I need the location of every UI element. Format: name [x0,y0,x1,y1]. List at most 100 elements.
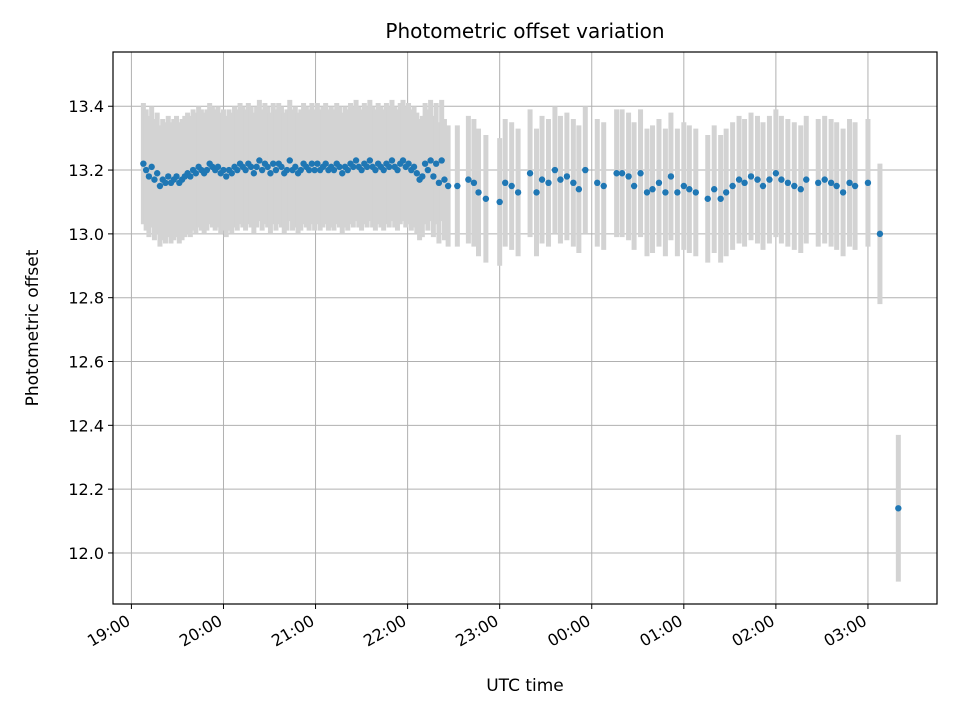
data-point [192,170,200,177]
data-point [297,166,305,174]
data-point [508,182,515,190]
data-point [570,179,577,187]
data-point [833,182,840,190]
data-point [258,166,266,174]
data-point [165,173,172,180]
chart-title: Photometric offset variation [385,19,664,43]
data-point [667,173,675,180]
y-tick-label: 12.4 [68,416,104,435]
data-point [424,166,432,174]
data-point [253,163,260,171]
data-point [538,176,546,183]
data-point [410,163,418,171]
data-point [283,166,291,174]
data-point [803,176,810,183]
data-point [203,166,211,174]
data-point [173,173,180,180]
data-point [876,230,884,238]
data-point [308,160,316,167]
data-point [759,182,767,190]
data-point [363,163,371,171]
data-point [314,160,321,167]
data-point [722,189,730,196]
data-point [692,189,699,196]
data-point [278,163,285,171]
data-point [514,189,522,196]
data-point [444,182,452,190]
data-point [895,505,902,512]
data-point [427,157,434,164]
data-point [766,176,773,183]
data-point [145,173,153,180]
data-point [405,160,412,167]
data-point [729,182,736,190]
data-point [330,166,338,174]
data-point [496,198,503,206]
data-point [594,179,601,187]
data-point [454,182,461,190]
data-point [153,170,161,177]
data-point [187,173,194,180]
data-point [846,179,853,187]
data-point [366,157,374,164]
data-point [286,157,293,164]
data-point [292,163,299,171]
data-point [754,176,761,183]
data-point [388,157,396,164]
data-point [482,195,490,202]
data-point [430,173,437,180]
data-point [465,176,472,183]
data-point [649,186,656,193]
data-point [741,179,748,187]
data-point [339,170,346,177]
data-point [545,179,552,187]
x-axis-label: UTC time [486,676,564,696]
data-point [613,170,620,177]
data-point [156,182,164,190]
data-point [637,170,644,177]
y-tick-label: 13.0 [68,225,104,244]
data-point [220,166,227,174]
data-point [250,170,258,177]
data-point [151,176,158,183]
data-point [643,189,651,196]
data-point [704,195,711,202]
data-point [563,173,571,180]
data-point [419,173,426,180]
plot-frame [112,51,938,605]
data-point [435,179,443,187]
data-point [680,182,688,190]
y-axis-ticks: 12.0 12.2 12.4 12.6 12.8 13.0 13.2 13.4 [68,97,113,563]
data-point [305,166,313,174]
data-point [839,189,847,196]
data-point [582,166,589,174]
data-point [735,176,743,183]
data-point [214,163,222,171]
data-point [267,170,274,177]
y-tick-label: 13.4 [68,97,104,116]
data-point [710,186,718,193]
data-point [772,170,780,177]
data-point [662,189,669,196]
data-point [784,179,792,187]
data-point [223,173,230,180]
data-point [630,182,638,190]
data-point [747,173,755,180]
data-point [140,160,147,167]
data-point [821,176,828,183]
data-point [242,166,249,174]
data-point [380,166,387,174]
data-point [234,166,241,174]
y-tick-label: 12.8 [68,289,104,308]
data-point [311,166,318,174]
y-axis-label: Photometric offset [23,249,43,406]
data-point [797,186,804,193]
data-point [350,163,357,171]
data-point [228,170,235,177]
data-point [269,160,277,167]
data-point [142,166,150,174]
data-point [272,166,280,174]
data-point [441,176,448,183]
data-point [247,163,255,171]
